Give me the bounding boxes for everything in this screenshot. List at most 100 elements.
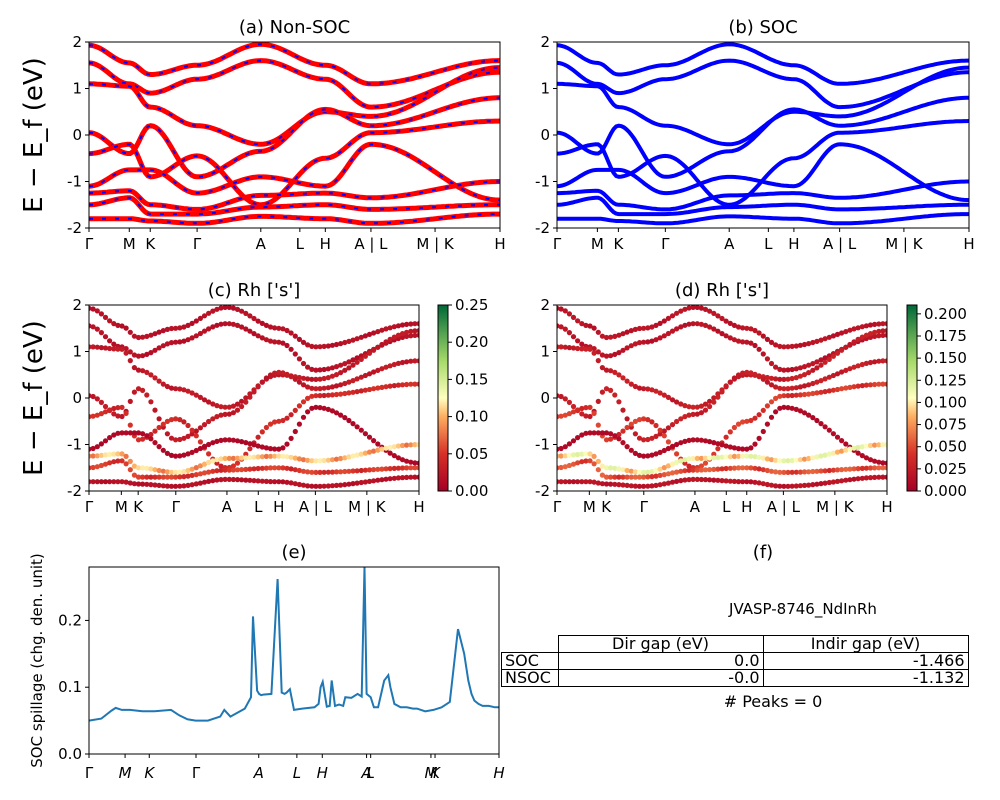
band-point — [768, 457, 775, 463]
band-point — [317, 405, 323, 411]
band-point — [313, 404, 319, 410]
band-point — [280, 417, 286, 424]
panel-title: (e) — [281, 542, 306, 563]
band-point — [843, 385, 849, 391]
table-row-label: SOC — [501, 652, 559, 670]
band-point — [399, 442, 406, 449]
band-point — [682, 438, 688, 444]
band-point — [653, 388, 659, 394]
band-point — [777, 385, 783, 391]
band-point — [694, 411, 700, 417]
band-point — [806, 482, 812, 488]
band-point — [562, 308, 568, 314]
band-point — [111, 321, 117, 327]
band-point — [872, 329, 878, 335]
band-point — [579, 321, 585, 327]
band-point — [777, 405, 783, 411]
band-point — [185, 388, 191, 394]
band-point — [107, 407, 113, 413]
band-point — [272, 446, 278, 452]
colorbar-c: 0.000.050.100.150.200.25 — [437, 296, 488, 500]
y-tick-label: 0.2 — [58, 611, 82, 629]
x-tick-label: A — [256, 235, 267, 253]
band-point — [558, 445, 564, 452]
band-point — [309, 343, 315, 349]
band-point — [292, 351, 298, 357]
band-point — [152, 467, 158, 473]
band-point — [616, 466, 622, 472]
colorbar-tick-label: 0.100 — [924, 393, 967, 411]
band-point — [587, 430, 593, 436]
band-point — [272, 453, 278, 459]
band-point — [847, 366, 853, 372]
band-point — [628, 381, 634, 387]
band-point — [863, 465, 870, 471]
band-point — [135, 353, 142, 359]
band-point — [243, 477, 249, 483]
band-point — [193, 333, 199, 339]
band-point — [259, 429, 265, 435]
band-point — [342, 380, 348, 387]
band-point — [723, 318, 729, 324]
band-point — [354, 359, 360, 365]
band-point — [399, 331, 406, 337]
band-point — [583, 479, 589, 485]
band-point — [773, 457, 779, 463]
band-point — [789, 392, 795, 399]
table-corner-cell — [502, 636, 559, 653]
band-point — [98, 479, 104, 485]
band-point — [127, 329, 133, 335]
band-point — [748, 417, 754, 424]
band-point — [595, 358, 601, 364]
band-point — [408, 465, 414, 471]
table-cell: -1.132 — [762, 669, 969, 687]
band-point — [135, 481, 142, 487]
band-point — [263, 465, 269, 471]
x-tick-label: K — [145, 235, 156, 253]
band-point — [251, 478, 257, 484]
band-point — [822, 376, 828, 382]
band-point — [292, 428, 298, 435]
band-point — [152, 347, 158, 353]
band-point — [583, 430, 589, 436]
band-point — [350, 389, 356, 395]
band-point — [177, 325, 183, 331]
band-point — [702, 401, 709, 407]
band-point — [305, 457, 311, 463]
band-point — [686, 463, 692, 469]
band-point — [127, 358, 133, 364]
x-tick-label: H — [881, 498, 892, 516]
band-point — [131, 472, 137, 478]
panel-title: (c) Rh ['s'] — [208, 280, 301, 301]
band-point — [230, 467, 236, 473]
table-cell: 0.0 — [557, 652, 764, 670]
band-point — [657, 390, 663, 396]
band-point — [111, 405, 117, 412]
band-point — [752, 441, 758, 447]
band-point — [744, 479, 750, 485]
band-point — [90, 324, 96, 330]
x-tick-label: A | L — [823, 235, 857, 253]
band-line — [557, 65, 969, 147]
band-point — [653, 322, 659, 328]
x-tick-label: H — [741, 498, 752, 516]
band-point — [197, 471, 203, 477]
band-point — [300, 375, 307, 381]
band-point — [822, 468, 828, 474]
band-point — [230, 455, 236, 461]
band-point — [855, 444, 861, 450]
band-point — [603, 386, 610, 392]
band-point — [839, 467, 845, 473]
band-point — [412, 328, 418, 334]
x-tick-label: M | K — [416, 235, 455, 253]
band-point — [818, 337, 824, 343]
band-point — [682, 414, 688, 420]
band-point — [834, 478, 841, 484]
band-point — [591, 325, 597, 331]
band-point — [702, 467, 709, 473]
band-point — [168, 474, 175, 480]
band-point — [333, 456, 340, 462]
band-point — [255, 465, 261, 472]
band-point — [826, 427, 832, 433]
band-point — [665, 394, 672, 400]
